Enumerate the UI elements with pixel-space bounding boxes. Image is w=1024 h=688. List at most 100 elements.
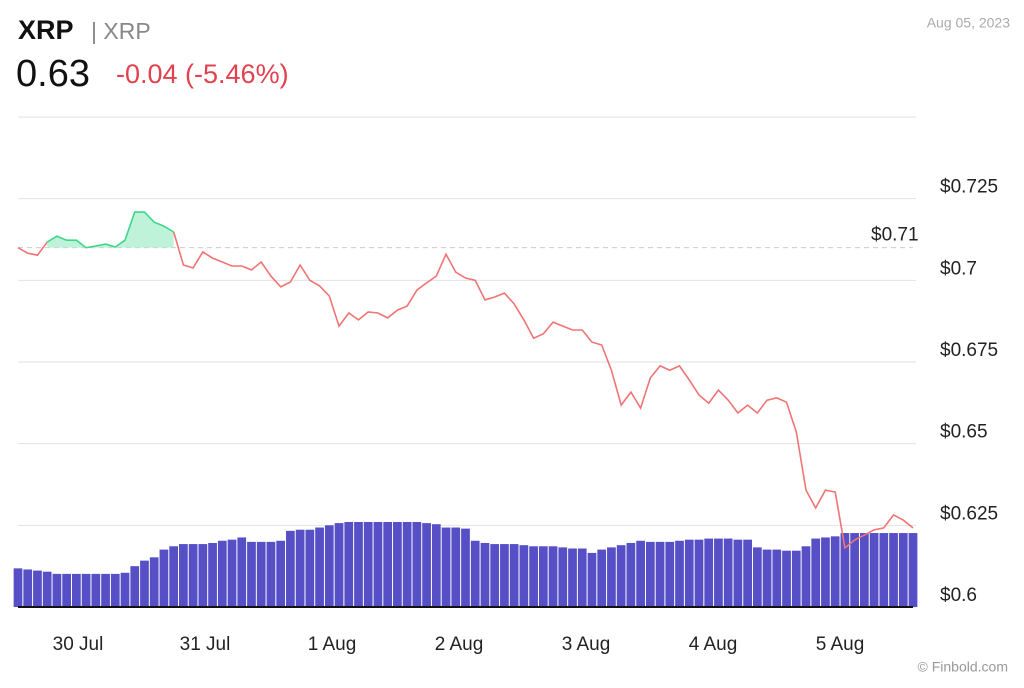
y-tick-label: $0.7 <box>940 258 977 279</box>
volume-bar <box>324 525 334 607</box>
volume-bar <box>227 539 237 607</box>
volume-bar <box>373 522 383 607</box>
volume-bar <box>607 547 616 607</box>
volume-bar <box>354 522 363 607</box>
volume-bar <box>772 549 782 607</box>
volume-bar <box>422 523 431 607</box>
x-tick-label: 5 Aug <box>816 634 865 655</box>
volume-bar <box>247 541 256 607</box>
volume-bar <box>811 538 821 607</box>
x-tick-label: 1 Aug <box>308 634 357 655</box>
volume-bar <box>286 530 295 607</box>
volume-bar <box>626 542 636 607</box>
volume-bar <box>91 573 101 607</box>
volume-bar <box>655 541 665 607</box>
volume-bar <box>538 546 548 607</box>
volume-bar <box>208 542 217 607</box>
volume-bar <box>140 560 149 607</box>
volume-bar <box>587 552 597 607</box>
volume-bar <box>529 546 538 607</box>
volume-bar <box>859 533 869 607</box>
volume-bar <box>461 528 470 607</box>
date: Aug 05, 2023 <box>927 15 1011 31</box>
volume-bar <box>130 566 140 607</box>
volume-bar <box>908 533 918 607</box>
volume-bar <box>169 546 179 607</box>
volume-bar <box>81 573 91 607</box>
volume-bar <box>412 522 422 607</box>
volume-bar <box>791 550 801 607</box>
volume-bar <box>441 527 451 607</box>
volume-bar <box>490 544 500 607</box>
volume-bar <box>42 571 52 607</box>
price: 0.63 <box>16 53 90 95</box>
volume-bar <box>305 529 315 607</box>
volume-bar <box>840 533 850 607</box>
volume-bar <box>295 529 305 607</box>
volume-bar <box>431 524 441 607</box>
y-tick-label: $0.675 <box>940 340 998 361</box>
price-line <box>17 241 48 257</box>
volume-bar <box>159 549 169 607</box>
volume-bar <box>665 541 675 607</box>
volume-bar <box>597 549 607 607</box>
volume-bar <box>704 538 714 607</box>
volume-bar <box>830 536 840 607</box>
volume-bar <box>684 539 694 607</box>
asset-name: | XRP <box>91 18 151 44</box>
volume-bar <box>762 549 772 607</box>
volume-bar <box>821 537 830 607</box>
volume-bar <box>509 544 519 607</box>
symbol: XRP <box>18 15 74 45</box>
volume-bar <box>23 569 33 607</box>
volume-bar <box>276 540 286 607</box>
volume-bar <box>266 541 276 607</box>
volume-bar <box>752 547 762 607</box>
area <box>47 212 174 248</box>
volume-bar <box>616 545 626 607</box>
volume-bar <box>723 538 733 607</box>
credit: © Finbold.com <box>918 659 1008 675</box>
volume-bar <box>179 544 188 607</box>
volume-bar <box>801 546 811 607</box>
volume-bar <box>120 572 130 607</box>
y-tick-label: $0.725 <box>940 177 998 198</box>
volume-bar <box>568 548 577 607</box>
volume-bar <box>237 537 247 607</box>
volume-bar <box>470 540 480 607</box>
volume-bar <box>645 541 655 607</box>
volume-bar <box>188 544 198 607</box>
volume-bar <box>714 538 723 607</box>
price-line <box>172 231 914 550</box>
y-tick-label: $0.6 <box>940 585 977 606</box>
volume-bar <box>743 539 752 607</box>
x-tick-label: 31 Jul <box>180 634 231 655</box>
y-tick-label: $0.625 <box>940 503 998 524</box>
volume-bar <box>694 539 704 607</box>
volume-bar <box>149 557 159 607</box>
volume-bar <box>480 542 490 607</box>
volume-bar <box>13 568 23 607</box>
volume-bar <box>548 546 558 607</box>
volume-bar <box>393 522 402 607</box>
x-tick-label: 2 Aug <box>435 634 484 655</box>
volume-bar <box>558 547 568 607</box>
volume-bar <box>33 570 42 607</box>
volume-bar <box>217 540 227 607</box>
volume-bar <box>334 523 344 607</box>
volume-bar <box>636 540 645 607</box>
volume-bar <box>383 522 393 607</box>
volume-bar <box>62 573 72 607</box>
x-tick-label: 4 Aug <box>689 634 738 655</box>
volume-bar <box>402 522 412 607</box>
volume-bar <box>879 533 889 607</box>
volume-bar <box>315 527 324 607</box>
volume-bar <box>451 527 461 607</box>
price-line <box>46 211 175 249</box>
volume-bar <box>519 545 529 607</box>
volume-bar <box>110 573 120 607</box>
volume-bar <box>675 540 684 607</box>
volume-bar <box>898 533 908 607</box>
price-change: -0.04 (-5.46%) <box>116 59 289 89</box>
